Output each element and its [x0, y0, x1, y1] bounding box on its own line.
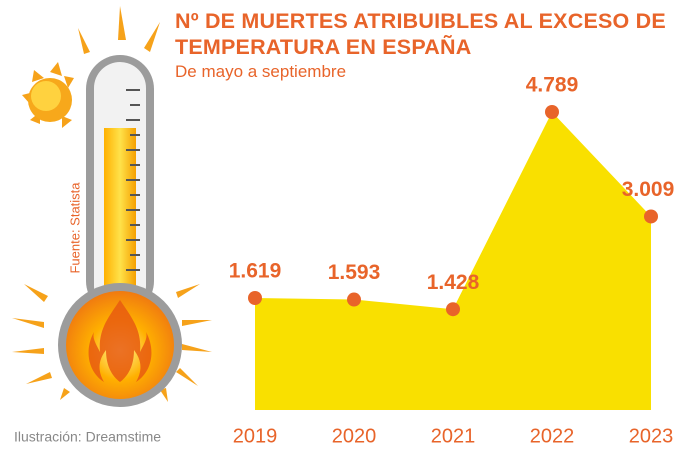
point — [347, 292, 361, 307]
point — [446, 302, 460, 317]
value-label: 3.009 — [622, 178, 675, 201]
point — [644, 209, 658, 224]
point — [545, 105, 559, 119]
value-label: 1.593 — [328, 261, 381, 284]
value-label: 1.619 — [229, 260, 282, 283]
point — [248, 291, 262, 306]
area — [255, 112, 651, 410]
illustration — [12, 6, 212, 407]
value-label: 4.789 — [526, 74, 579, 97]
source: Fuente: Statista — [67, 182, 82, 274]
x-tick-label: 2021 — [431, 425, 476, 447]
credit: Ilustración: Dreamstime — [14, 429, 161, 445]
value-label: 1.428 — [427, 271, 480, 294]
chart-subtitle: De mayo a septiembre — [175, 62, 347, 81]
x-tick-label: 2020 — [332, 425, 377, 447]
chart-title: Nº DE MUERTES ATRIBUIBLES AL EXCESO DE T… — [175, 9, 666, 59]
x-tick-label: 2023 — [629, 425, 674, 447]
x-tick-label: 2022 — [530, 425, 575, 447]
x-tick-label: 2019 — [233, 425, 278, 447]
